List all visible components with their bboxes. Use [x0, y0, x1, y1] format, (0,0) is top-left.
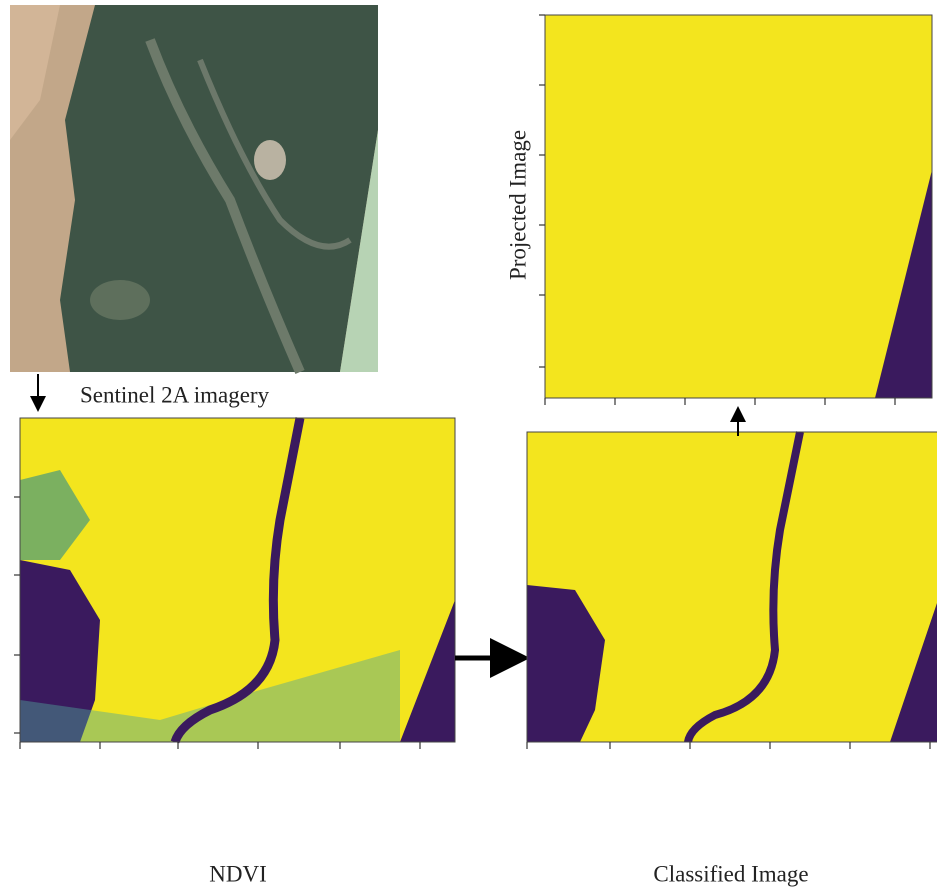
- satellite-image: [10, 5, 378, 372]
- ndvi-label: NDVI: [209, 861, 267, 886]
- projected-label: Projected Image: [505, 130, 530, 280]
- classified-ticks: [527, 742, 930, 749]
- classified-panel: [527, 432, 937, 742]
- projected-panel: [545, 15, 932, 398]
- ndvi-panel: [20, 418, 455, 742]
- classified-label: Classified Image: [653, 861, 808, 886]
- figure: Sentinel 2A imagery NDVI Classified Imag…: [0, 0, 937, 896]
- sentinel-label: Sentinel 2A imagery: [80, 382, 270, 407]
